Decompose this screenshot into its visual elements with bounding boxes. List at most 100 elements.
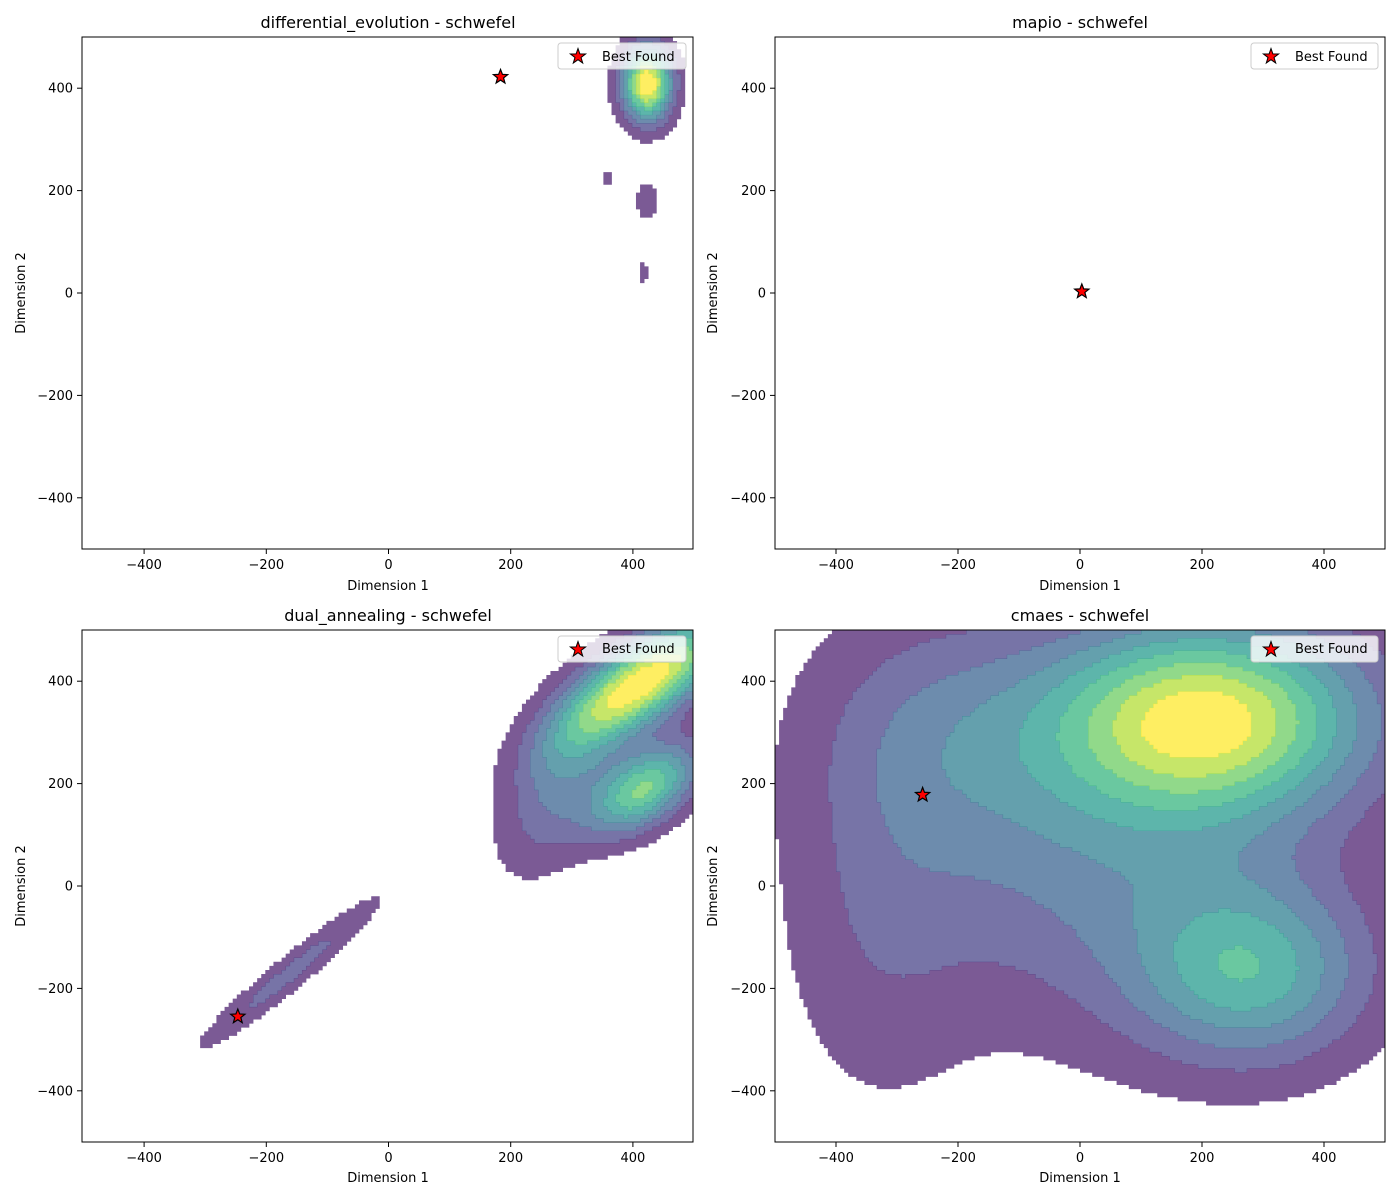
density-contours: [603, 37, 686, 284]
density-level-5: [1019, 638, 1337, 1012]
svg-text:200: 200: [741, 184, 766, 199]
y-tick: 400: [48, 675, 82, 690]
svg-text:400: 400: [620, 558, 645, 573]
density-level-2: [249, 630, 694, 1008]
panel-cmaes: cmaes - schwefel −400 −200 0 200 400 Dim…: [706, 606, 1386, 1186]
density-level-3: [876, 630, 1382, 1049]
legend-box: [1250, 635, 1379, 663]
y-tick: −200: [37, 982, 82, 997]
density-level-1: [775, 630, 1386, 1106]
legend-star-icon: [568, 46, 588, 65]
svg-text:−200: −200: [37, 982, 73, 997]
x-tick: −400: [818, 1142, 854, 1166]
svg-text:−400: −400: [126, 558, 162, 573]
svg-text:200: 200: [48, 777, 73, 792]
x-tick: 0: [384, 1142, 393, 1166]
svg-text:−400: −400: [37, 1084, 73, 1099]
x-axis: −400 −200 0 200 400 Dimension 1: [126, 549, 645, 594]
y-tick: 200: [741, 777, 775, 792]
x-tick: 200: [498, 549, 523, 573]
svg-text:−200: −200: [37, 389, 73, 404]
y-tick: −200: [730, 389, 775, 404]
panel-mapio: mapio - schwefel −400 −200 0 200 400 Dim…: [706, 13, 1386, 594]
y-axis-label: Dimension 2: [706, 252, 721, 334]
x-tick: −200: [940, 549, 976, 573]
plot-frame: [81, 36, 694, 550]
x-tick: −400: [126, 549, 162, 573]
density-level-6: [1055, 650, 1317, 983]
legend: Best Found: [557, 635, 687, 663]
legend-label: Best Found: [1295, 50, 1368, 65]
x-tick: 200: [1190, 1142, 1215, 1166]
y-tick: 400: [48, 82, 82, 97]
svg-text:0: 0: [1076, 558, 1084, 573]
y-tick: −400: [730, 1084, 775, 1099]
y-axis: −400 −200 0 200 400 Dimension 2: [706, 675, 775, 1099]
y-tick: −400: [730, 491, 775, 506]
x-tick: 200: [1190, 549, 1214, 573]
y-tick: 200: [48, 777, 82, 792]
density-level-8: [635, 65, 661, 103]
svg-text:0: 0: [65, 880, 73, 895]
density-contours: [775, 630, 1386, 1106]
x-tick: 400: [1312, 549, 1337, 573]
y-tick: −400: [37, 1084, 82, 1099]
svg-text:−200: −200: [248, 1151, 284, 1166]
panel-title: dual_annealing - schwefel: [284, 606, 492, 626]
y-axis: −400 −200 0 200 400 Dimension 2: [14, 675, 82, 1099]
density-level-3: [530, 630, 694, 832]
svg-text:−400: −400: [730, 491, 766, 506]
x-tick: 0: [384, 549, 393, 573]
y-tick: 0: [758, 880, 775, 895]
svg-text:−400: −400: [126, 1151, 162, 1166]
svg-text:−400: −400: [818, 1151, 854, 1166]
density-level-9: [640, 69, 657, 95]
legend: Best Found: [557, 42, 687, 70]
best-found-star-icon: [1073, 282, 1091, 299]
x-axis: −400 −200 0 200 400 Dimension 1: [818, 549, 1336, 594]
x-tick: −200: [940, 1142, 976, 1166]
svg-text:0: 0: [758, 880, 766, 895]
y-axis: −400 −200 0 200 400 Dimension 2: [706, 82, 775, 506]
y-axis-label: Dimension 2: [14, 845, 29, 927]
y-tick: −200: [730, 982, 775, 997]
legend-box: [557, 635, 687, 663]
x-tick: −400: [126, 1142, 162, 1166]
x-tick: 200: [498, 1142, 523, 1166]
svg-text:0: 0: [758, 287, 766, 302]
svg-text:−400: −400: [37, 491, 73, 506]
svg-text:200: 200: [48, 184, 73, 199]
density-level-6: [566, 638, 694, 811]
svg-text:200: 200: [498, 1151, 523, 1166]
best-found-marker: [1073, 282, 1091, 299]
legend-star-icon: [568, 639, 588, 658]
x-tick: −400: [818, 549, 854, 573]
y-tick: 400: [741, 675, 775, 690]
svg-text:0: 0: [65, 287, 73, 302]
svg-text:−200: −200: [940, 558, 976, 573]
x-tick: 0: [1076, 549, 1084, 573]
panel-title: differential_evolution - schwefel: [260, 13, 515, 33]
svg-text:400: 400: [1312, 558, 1337, 573]
y-tick: 0: [758, 287, 775, 302]
y-axis: −400 −200 0 200 400 Dimension 2: [14, 82, 82, 506]
y-tick: −400: [37, 491, 82, 506]
y-tick: 0: [65, 880, 82, 895]
x-tick: 400: [1312, 1142, 1336, 1166]
svg-text:0: 0: [1076, 1151, 1084, 1166]
svg-text:400: 400: [48, 675, 73, 690]
y-tick: 0: [65, 287, 82, 302]
svg-text:−400: −400: [818, 558, 854, 573]
density-level-7: [631, 61, 661, 107]
panel-title: cmaes - schwefel: [1011, 606, 1149, 625]
y-tick: −200: [37, 389, 82, 404]
svg-text:200: 200: [1190, 1151, 1215, 1166]
svg-text:400: 400: [48, 82, 73, 97]
x-axis-label: Dimension 1: [347, 579, 429, 594]
panel-title: mapio - schwefel: [1012, 13, 1148, 32]
best-found-marker: [491, 67, 510, 85]
x-tick: 400: [620, 1142, 645, 1166]
svg-text:200: 200: [741, 777, 766, 792]
svg-text:−200: −200: [940, 1151, 976, 1166]
